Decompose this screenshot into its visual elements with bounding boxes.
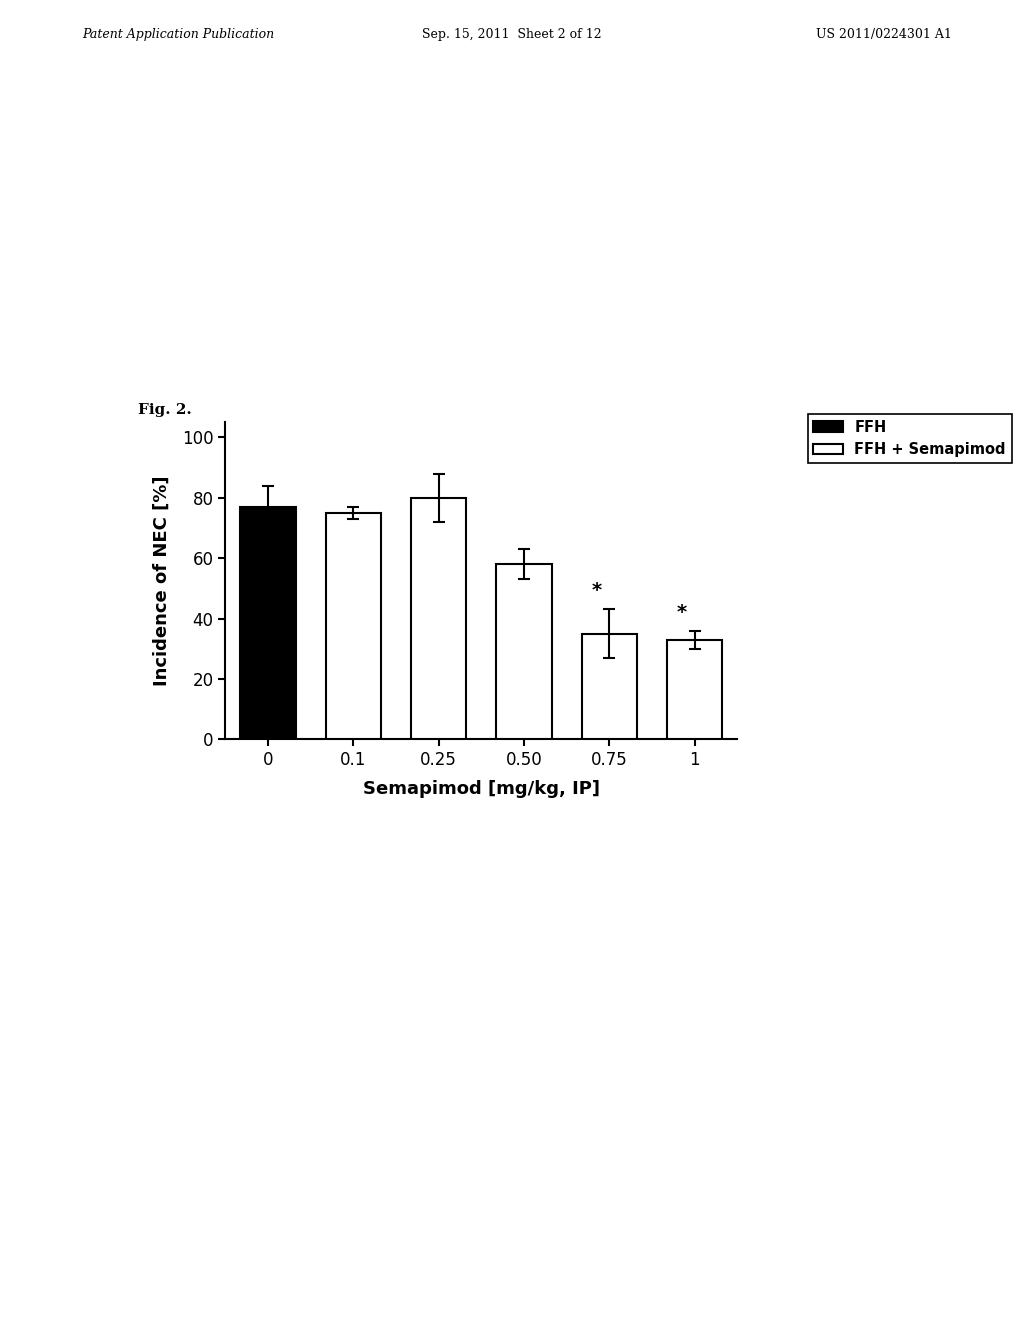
Bar	[667, 640, 722, 739]
X-axis label: Semapimod [mg/kg, IP]: Semapimod [mg/kg, IP]	[362, 780, 600, 799]
Text: Fig. 2.: Fig. 2.	[138, 403, 191, 417]
Text: Patent Application Publication: Patent Application Publication	[82, 28, 274, 41]
Bar	[497, 564, 552, 739]
Bar	[582, 634, 637, 739]
Text: Sep. 15, 2011  Sheet 2 of 12: Sep. 15, 2011 Sheet 2 of 12	[422, 28, 602, 41]
Y-axis label: Incidence of NEC [%]: Incidence of NEC [%]	[153, 475, 171, 686]
Text: *: *	[677, 602, 687, 622]
Bar	[241, 507, 296, 739]
Text: *: *	[592, 581, 601, 601]
Bar	[326, 513, 381, 739]
Legend: FFH, FFH + Semapimod: FFH, FFH + Semapimod	[808, 414, 1012, 463]
Bar	[411, 498, 466, 739]
Text: US 2011/0224301 A1: US 2011/0224301 A1	[816, 28, 952, 41]
